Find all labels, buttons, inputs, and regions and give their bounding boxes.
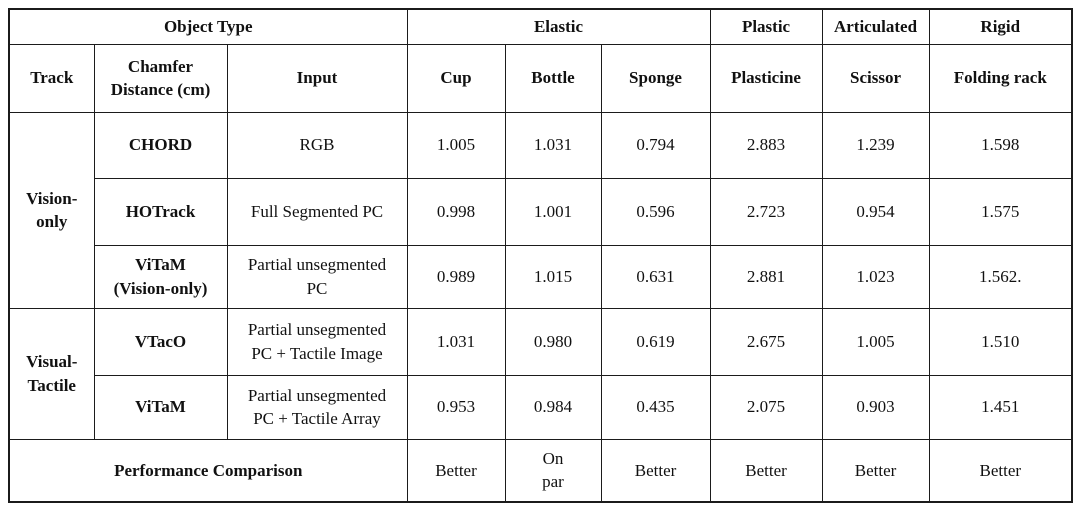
- cell-hotrack-cup: 0.998: [406, 177, 506, 246]
- comparison-cup: Better: [406, 438, 506, 503]
- header-elastic: Elastic: [406, 8, 711, 45]
- header-bottle: Bottle: [504, 43, 602, 113]
- comparison-sponge: Better: [600, 438, 711, 503]
- cell-vitam-vo-bottle: 1.015: [504, 244, 602, 309]
- comparison-scissor: Better: [821, 438, 930, 503]
- header-track: Track: [8, 43, 95, 113]
- header-row-object-type: Object Type Elastic Plastic Articulated …: [8, 8, 1073, 45]
- cell-vitam-vo-folding-rack: 1.562.: [928, 244, 1073, 309]
- cell-vtaco-cup: 1.031: [406, 307, 506, 376]
- row-vtaco: Visual- Tactile VTacO Partial unsegmente…: [8, 307, 1073, 440]
- cell-vtaco-sponge: 0.619: [600, 307, 711, 376]
- cell-chord-folding-rack: 1.598: [928, 111, 1073, 179]
- footer-performance-comparison: Performance Comparison: [8, 438, 408, 503]
- cell-vtaco-folding-rack: 1.510: [928, 307, 1073, 376]
- method-vitam: ViTaM: [93, 374, 228, 440]
- header-articulated: Articulated: [821, 8, 930, 45]
- input-vitam: Partial unsegmented PC + Tactile Array: [226, 374, 408, 440]
- cell-vitam-vo-plasticine: 2.881: [709, 244, 823, 309]
- row-hotrack: HOTrack Full Segmented PC 0.998 1.001 0.…: [9, 177, 1073, 246]
- cell-hotrack-sponge: 0.596: [600, 177, 711, 246]
- cell-hotrack-bottle: 1.001: [504, 177, 602, 246]
- cell-vitam-vo-scissor: 1.023: [821, 244, 930, 309]
- cell-vitam-scissor: 0.903: [821, 374, 930, 440]
- cell-vitam-bottle: 0.984: [504, 374, 602, 440]
- results-table: Object Type Elastic Plastic Articulated …: [8, 8, 1074, 503]
- cell-chord-cup: 1.005: [406, 111, 506, 179]
- track-vision-only: Vision- only: [8, 111, 95, 309]
- header-rigid: Rigid: [928, 8, 1073, 45]
- cell-chord-sponge: 0.794: [600, 111, 711, 179]
- cell-chord-plasticine: 2.883: [709, 111, 823, 179]
- cell-vitam-vo-sponge: 0.631: [600, 244, 711, 309]
- header-folding-rack: Folding rack: [928, 43, 1073, 113]
- header-row-columns: Track Chamfer Distance (cm) Input Cup Bo…: [8, 43, 1073, 113]
- cell-chord-bottle: 1.031: [504, 111, 602, 179]
- method-vitam-vision-only: ViTaM (Vision-only): [93, 244, 228, 309]
- cell-chord-scissor: 1.239: [821, 111, 930, 179]
- comparison-folding-rack: Better: [928, 438, 1073, 503]
- cell-hotrack-plasticine: 2.723: [709, 177, 823, 246]
- header-cup: Cup: [406, 43, 506, 113]
- input-chord: RGB: [226, 111, 408, 179]
- cell-vtaco-scissor: 1.005: [821, 307, 930, 376]
- input-hotrack: Full Segmented PC: [226, 177, 408, 246]
- method-vtaco: VTacO: [93, 307, 228, 376]
- header-chamfer-distance: Chamfer Distance (cm): [93, 43, 228, 113]
- cell-vtaco-bottle: 0.980: [504, 307, 602, 376]
- header-object-type: Object Type: [8, 8, 408, 45]
- row-vitam: ViTaM Partial unsegmented PC + Tactile A…: [9, 374, 1073, 440]
- input-vitam-vision-only: Partial unsegmented PC: [226, 244, 408, 309]
- cell-vitam-sponge: 0.435: [600, 374, 711, 440]
- comparison-bottle: On par: [504, 438, 602, 503]
- row-chord: Vision- only CHORD RGB 1.005 1.031 0.794…: [8, 111, 1073, 309]
- method-chord: CHORD: [93, 111, 228, 179]
- method-hotrack: HOTrack: [93, 177, 228, 246]
- comparison-plasticine: Better: [709, 438, 823, 503]
- cell-hotrack-folding-rack: 1.575: [928, 177, 1073, 246]
- header-sponge: Sponge: [600, 43, 711, 113]
- input-vtaco: Partial unsegmented PC + Tactile Image: [226, 307, 408, 376]
- header-scissor: Scissor: [821, 43, 930, 113]
- cell-vtaco-plasticine: 2.675: [709, 307, 823, 376]
- cell-vitam-plasticine: 2.075: [709, 374, 823, 440]
- cell-vitam-cup: 0.953: [406, 374, 506, 440]
- header-input: Input: [226, 43, 408, 113]
- cell-vitam-vo-cup: 0.989: [406, 244, 506, 309]
- header-plasticine: Plasticine: [709, 43, 823, 113]
- cell-vitam-folding-rack: 1.451: [928, 374, 1073, 440]
- header-plastic: Plastic: [709, 8, 823, 45]
- row-vitam-vision-only: ViTaM (Vision-only) Partial unsegmented …: [9, 244, 1073, 309]
- track-visual-tactile: Visual- Tactile: [8, 307, 95, 440]
- row-performance-comparison: Performance Comparison Better On par Bet…: [8, 438, 1073, 503]
- cell-hotrack-scissor: 0.954: [821, 177, 930, 246]
